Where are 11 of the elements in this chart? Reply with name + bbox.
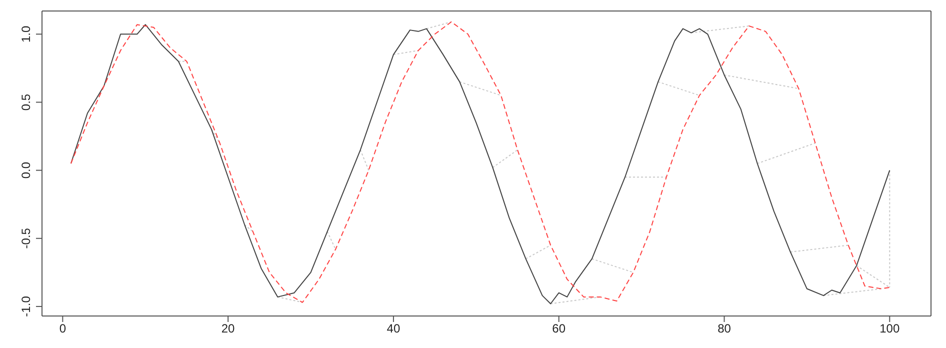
x-tick-label: 20 [221, 322, 236, 336]
y-tick-label: -1.0 [19, 296, 33, 317]
y-tick-label: 0.5 [19, 94, 33, 111]
x-tick-label: 0 [59, 322, 66, 336]
x-tick-label: 100 [880, 322, 900, 336]
y-tick-label: -0.5 [19, 228, 33, 249]
y-tick-label: 0.0 [19, 162, 33, 179]
x-tick-label: 60 [552, 322, 566, 336]
y-tick-label: 1.0 [19, 25, 33, 42]
x-tick-label: 80 [718, 322, 732, 336]
x-tick-label: 40 [386, 322, 400, 336]
